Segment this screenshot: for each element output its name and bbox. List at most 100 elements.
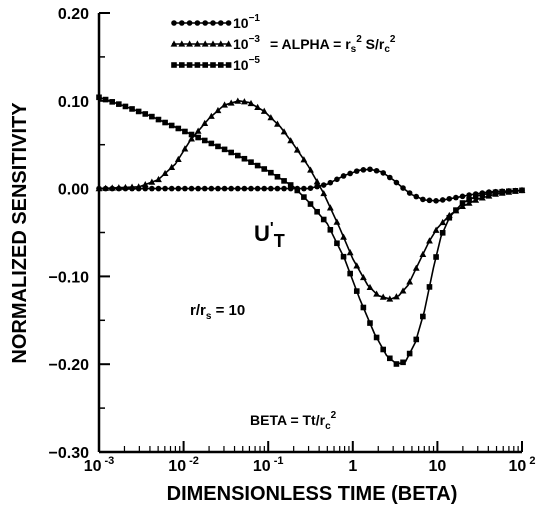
series-1-point	[320, 182, 327, 188]
beta-annotation: BETA = Tt/rc2	[250, 410, 337, 432]
y-tick-label-5: −0.30	[49, 445, 90, 462]
legend-entry-3: 10−5	[233, 55, 260, 73]
series-2-point	[366, 283, 374, 291]
legend-label: = ALPHA = rs2 S/rc2	[270, 34, 396, 55]
series-1-point	[254, 185, 261, 192]
series-1-point	[426, 197, 433, 204]
x-tick-label-base: 10	[429, 458, 447, 475]
series-2-point	[122, 183, 129, 191]
series-2-point	[307, 166, 314, 173]
legend-label-sub: s	[351, 44, 357, 55]
series-2-point	[346, 249, 354, 256]
series-2-point	[359, 273, 367, 281]
series-1-point	[400, 185, 406, 191]
series-2-point	[432, 226, 440, 233]
series-1-point	[301, 185, 307, 192]
series-1-point	[215, 185, 221, 192]
series-3-point	[142, 111, 149, 117]
series-3-point	[320, 216, 327, 223]
series-1-point	[274, 185, 281, 192]
series-2-point	[128, 183, 136, 190]
legend-marker-symbol	[186, 20, 193, 26]
series-3-point	[340, 253, 347, 260]
series-2-point	[168, 163, 176, 171]
legend-entry-1: 10−1	[233, 13, 260, 31]
series-1-point	[327, 179, 334, 186]
series-1-point	[393, 179, 400, 186]
ratio-value: = 10	[211, 302, 245, 319]
series-3-point	[406, 350, 413, 357]
series-1-point	[373, 167, 380, 174]
series-1-point	[406, 190, 413, 196]
series-3-point	[254, 162, 261, 169]
series-2-point	[399, 287, 407, 294]
series-2-point	[135, 183, 143, 190]
series-2-point	[326, 204, 334, 211]
x-tick-label-exp: -2	[189, 455, 199, 467]
series-1-point	[188, 185, 195, 192]
series-1-point	[182, 185, 188, 192]
series-2-point	[148, 178, 156, 185]
series-2-point	[115, 184, 123, 191]
series-3-point	[248, 159, 254, 165]
series-2-point	[274, 120, 281, 127]
series-3-point	[122, 103, 129, 110]
series-3-point	[347, 270, 353, 277]
series-2-point	[373, 290, 380, 297]
legend-marker-symbol	[178, 40, 186, 47]
series-3-point	[149, 113, 155, 120]
ratio-text: r/r	[190, 302, 206, 319]
x-tick-label-exp: -1	[274, 455, 284, 467]
series-1-point	[420, 196, 426, 203]
x-tick-label-exp: 2	[529, 455, 535, 467]
series-1-point	[221, 185, 228, 192]
legend-marker-symbol	[201, 40, 209, 47]
x-tick-label-base: 1	[348, 458, 357, 475]
legend-marker-symbol	[194, 20, 201, 26]
series-1-point	[195, 185, 201, 192]
series-2-point	[459, 202, 466, 209]
series-3-point	[446, 214, 453, 221]
series-3-point	[373, 334, 380, 341]
series-3-point	[188, 131, 195, 138]
series-3-point	[182, 128, 188, 135]
ratio-annotation: r/rs = 10	[190, 302, 245, 322]
x-tick-label-2: 10 -1	[253, 455, 284, 475]
series-1-point	[380, 170, 387, 176]
y-tick-label-4: −0.20	[49, 357, 90, 374]
legend-marker-symbol	[171, 62, 177, 68]
series-3-point	[400, 359, 406, 366]
series-2-point	[260, 107, 268, 114]
series-3-point	[459, 200, 466, 206]
series-3-point	[168, 122, 175, 129]
legend-marker-symbol	[210, 20, 216, 26]
series-1-point	[334, 176, 340, 183]
series-3-point	[519, 187, 525, 194]
series-3-point	[439, 230, 446, 236]
series-3-point	[353, 288, 360, 294]
series-3-point	[116, 101, 122, 107]
y-axis-title: NORMALIZED SENSITIVITY	[9, 102, 31, 364]
series-3-point	[221, 146, 228, 153]
series-1-point	[353, 168, 360, 174]
series-3-point	[129, 106, 135, 112]
legend-label-sup: 2	[356, 34, 362, 45]
legend-marker-symbol	[186, 40, 193, 47]
series-2-point	[141, 181, 149, 188]
series-3-point	[102, 96, 109, 103]
legend-markers	[170, 20, 232, 68]
series-2-point	[247, 99, 255, 107]
x-tick-label-5: 10 2	[509, 455, 536, 475]
legend-entry-1-exp: −1	[249, 13, 261, 24]
legend-entry-3-base: 10	[233, 57, 249, 73]
series-1-point	[347, 170, 353, 177]
series-2-point	[393, 293, 400, 300]
legend-marker-symbol	[179, 20, 185, 26]
series-1-point	[248, 185, 254, 192]
series-3-point	[387, 355, 393, 362]
series-3-point	[281, 178, 287, 184]
ratio-sub: s	[206, 311, 212, 322]
series-2-point	[241, 98, 248, 105]
series-1-point	[261, 185, 268, 192]
